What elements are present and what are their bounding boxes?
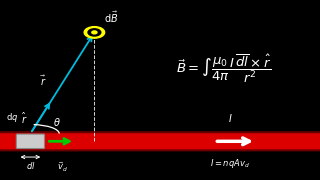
- Text: $\mathrm{d}\vec{B}$: $\mathrm{d}\vec{B}$: [104, 10, 118, 25]
- Circle shape: [92, 31, 97, 34]
- Text: $I = nqAv_d$: $I = nqAv_d$: [211, 157, 250, 170]
- Text: $\vec{v}_d$: $\vec{v}_d$: [57, 160, 68, 174]
- Text: $\theta$: $\theta$: [53, 116, 60, 128]
- Circle shape: [84, 27, 105, 38]
- Text: $\mathrm{d}q$: $\mathrm{d}q$: [6, 111, 18, 124]
- Text: $dl$: $dl$: [26, 160, 35, 171]
- Text: $\vec{B} = \int \dfrac{\mu_0}{4\pi}\dfrac{I\,\overline{dl} \times \hat{r}}{r^2}$: $\vec{B} = \int \dfrac{\mu_0}{4\pi}\dfra…: [176, 52, 272, 85]
- Text: $\hat{r}$: $\hat{r}$: [21, 111, 27, 126]
- Text: $I$: $I$: [228, 112, 233, 124]
- Circle shape: [88, 29, 101, 36]
- FancyBboxPatch shape: [0, 132, 320, 150]
- Text: $\vec{r}$: $\vec{r}$: [40, 74, 46, 88]
- FancyBboxPatch shape: [16, 134, 44, 148]
